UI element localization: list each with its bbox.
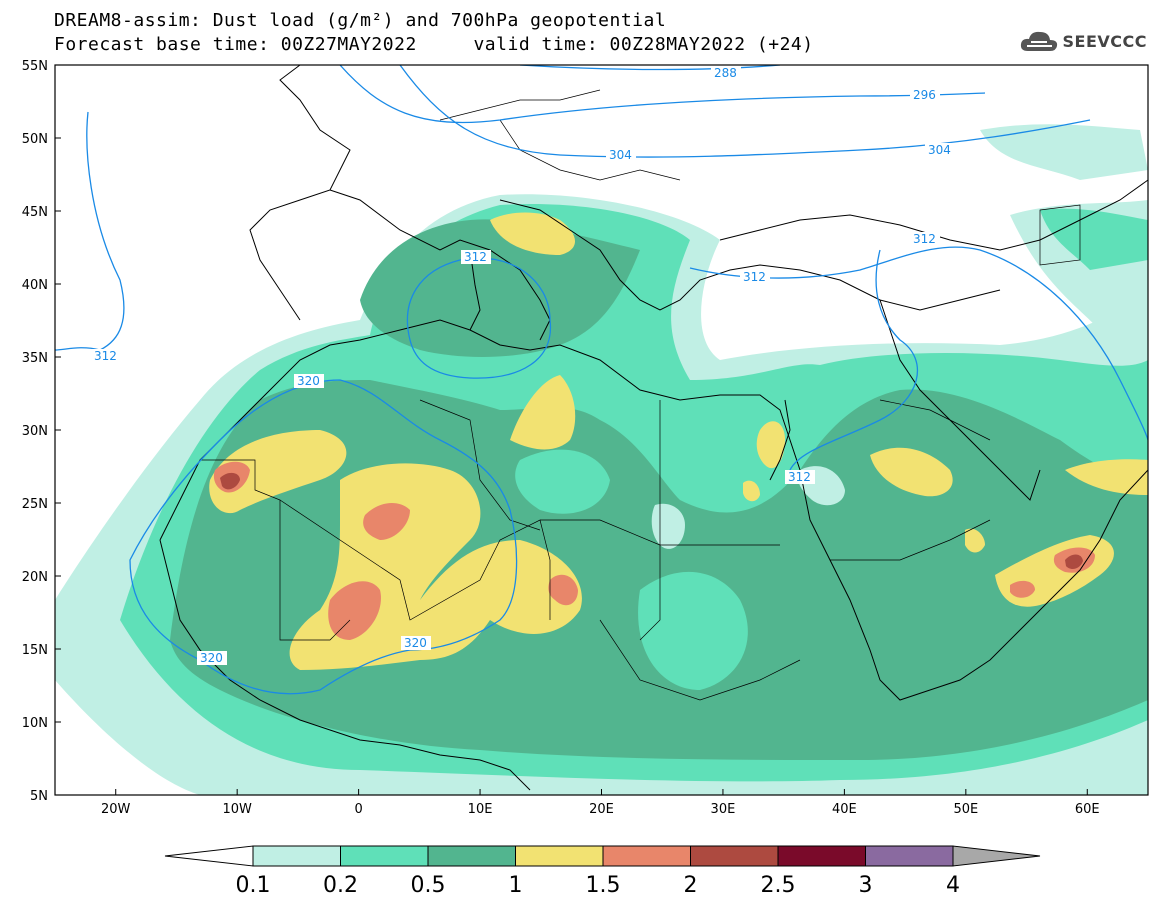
- contour-label: 320: [297, 374, 320, 388]
- x-tick-label: 60E: [1075, 802, 1100, 817]
- colorbar-swatch: [777, 845, 866, 867]
- forecast-times: Forecast base time: 00Z27MAY2022 valid t…: [54, 34, 814, 55]
- x-tick-label: 20E: [589, 802, 614, 817]
- contour-label: 304: [928, 143, 951, 157]
- contour-label: 312: [464, 250, 487, 264]
- colorbar-swatch: [602, 845, 691, 867]
- y-tick-label: 30N: [22, 424, 48, 439]
- contour-label: 304: [609, 148, 632, 162]
- y-tick-label: 50N: [22, 132, 48, 147]
- colorbar-label: 2.5: [761, 873, 796, 898]
- x-tick-label: 30E: [711, 802, 736, 817]
- colorbar-low-arrow: [164, 845, 254, 867]
- y-tick-label: 35N: [22, 351, 48, 366]
- contour-label: 288: [714, 66, 737, 80]
- coastlines: [159, 65, 1148, 791]
- borders: [200, 89, 1081, 701]
- logo-text: SEEVCCC: [1062, 31, 1147, 51]
- x-tick-label: 0: [354, 802, 362, 817]
- colorbar-label: 0.5: [411, 873, 446, 898]
- y-tick-label: 25N: [22, 497, 48, 512]
- x-axis-ticks: 20W 10W 0 10E 20E 30E 40E 50E 60E: [101, 789, 1100, 817]
- x-tick-label: 50E: [953, 802, 978, 817]
- colorbar-label: 4: [946, 873, 960, 898]
- y-axis-ticks: 55N 50N 45N 40N 35N 30N 25N 20N 15N 10N 5N: [22, 59, 61, 804]
- dust-load-field: [55, 65, 1148, 795]
- colorbar-swatch: [340, 845, 429, 867]
- geopotential-contours: [55, 65, 1148, 695]
- colorbar-swatch: [427, 845, 516, 867]
- colorbar-label: 1.5: [586, 873, 621, 898]
- x-tick-label: 10E: [468, 802, 493, 817]
- y-tick-label: 15N: [22, 643, 48, 658]
- colorbar: 0.1 0.2 0.5 1 1.5 2 2.5 3 4: [164, 845, 1041, 898]
- cloud-icon: [1020, 31, 1057, 51]
- x-tick-label: 40E: [832, 802, 857, 817]
- colorbar-high-arrow: [952, 845, 1041, 867]
- y-tick-label: 55N: [22, 59, 48, 74]
- contour-label: 312: [743, 270, 766, 284]
- y-tick-label: 40N: [22, 278, 48, 293]
- contour-labels: 288 296 304 304 312 312 312 312 312 320 …: [91, 66, 955, 665]
- contour-label: 296: [913, 88, 936, 102]
- colorbar-swatch: [865, 845, 954, 867]
- colorbar-label: 2: [684, 873, 698, 898]
- y-tick-label: 20N: [22, 570, 48, 585]
- y-tick-label: 10N: [22, 716, 48, 731]
- colorbar-swatch: [690, 845, 779, 867]
- contour-label: 312: [913, 232, 936, 246]
- contour-label: 312: [788, 470, 811, 484]
- x-tick-label: 20W: [101, 802, 131, 817]
- colorbar-label: 0.1: [236, 873, 271, 898]
- colorbar-label: 1: [509, 873, 523, 898]
- y-tick-label: 5N: [30, 789, 48, 804]
- seevccc-logo: SEEVCCC: [1019, 28, 1148, 54]
- y-tick-label: 45N: [22, 205, 48, 220]
- contour-label: 312: [94, 349, 117, 363]
- x-tick-label: 10W: [222, 802, 252, 817]
- colorbar-label: 0.2: [323, 873, 358, 898]
- colorbar-label: 3: [859, 873, 873, 898]
- chart-title: DREAM8-assim: Dust load (g/m²) and 700hP…: [54, 10, 667, 31]
- colorbar-swatch: [515, 845, 604, 867]
- contour-label: 320: [200, 651, 223, 665]
- colorbar-swatch: [252, 845, 341, 867]
- contour-label: 320: [404, 636, 427, 650]
